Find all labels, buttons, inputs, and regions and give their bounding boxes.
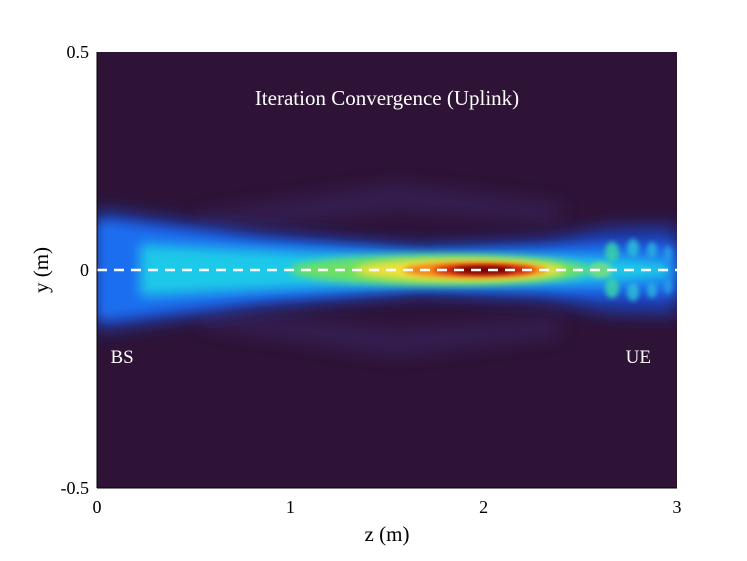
beam-peak bbox=[454, 266, 514, 274]
fringe-3 bbox=[627, 239, 639, 257]
x-tick-label: 3 bbox=[673, 497, 682, 517]
side-lobes bbox=[200, 185, 560, 355]
annotation-bs: BS bbox=[111, 347, 134, 368]
ue-fringes bbox=[588, 239, 672, 301]
y-tick-label: 0 bbox=[80, 260, 89, 280]
side-lobe-lower bbox=[200, 308, 560, 355]
fringe-6 bbox=[647, 282, 657, 298]
x-tick-label: 2 bbox=[479, 497, 488, 517]
y-axis-label: y (m) bbox=[29, 247, 53, 293]
fringe-1 bbox=[605, 242, 619, 262]
fringe-2 bbox=[605, 278, 619, 298]
x-tick-label: 0 bbox=[93, 497, 102, 517]
x-ticks: 0 1 2 3 bbox=[93, 497, 682, 517]
side-lobe-upper bbox=[200, 185, 560, 232]
x-tick-label: 1 bbox=[286, 497, 295, 517]
y-tick-label: 0.5 bbox=[67, 42, 90, 62]
chart-title: Iteration Convergence (Uplink) bbox=[255, 86, 519, 110]
fringe-5 bbox=[647, 242, 657, 258]
fringe-4 bbox=[627, 283, 639, 301]
y-tick-label: -0.5 bbox=[61, 478, 90, 498]
y-ticks: -0.5 0 0.5 bbox=[61, 42, 90, 498]
x-axis-label: z (m) bbox=[365, 522, 410, 546]
fringe-8 bbox=[664, 278, 672, 294]
fringe-7 bbox=[664, 246, 672, 262]
annotation-ue: UE bbox=[626, 347, 651, 368]
